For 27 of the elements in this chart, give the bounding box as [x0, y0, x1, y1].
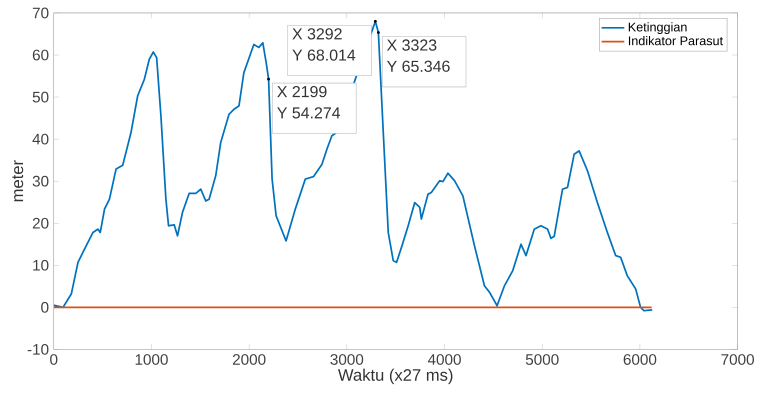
x-tick-label: 3000	[330, 354, 364, 365]
x-tick-label: 1000	[136, 354, 168, 365]
y-tick-label: 10	[33, 260, 48, 271]
y-tick-label: 40	[32, 134, 48, 144]
x-tick-label: 5000	[526, 354, 559, 365]
y-tick-label: -10	[28, 344, 48, 355]
y-tick-label: 0	[41, 302, 48, 313]
y-tick-label: 30	[32, 176, 48, 186]
legend-label: Indikator Parasut	[628, 36, 723, 46]
annotation: X 2199	[277, 86, 327, 98]
y-tick-label: 20	[32, 218, 48, 229]
y-tick-label: 50	[32, 92, 48, 102]
y-tick-label: 60	[32, 50, 48, 60]
legend-label: Ketinggian	[628, 22, 687, 34]
x-tick-label: 4000	[428, 354, 461, 365]
y-tick-label: 70	[32, 7, 48, 18]
x-tick-label: 6000	[624, 354, 656, 365]
annotation: X 3292	[292, 28, 342, 40]
annotation: Y 68.014	[292, 49, 356, 61]
x-tick-label: 0	[50, 354, 58, 365]
annotation: Y 65.346	[386, 60, 450, 72]
annotation: Y 54.274	[277, 107, 340, 118]
y-axis-title: meter	[12, 160, 24, 202]
annotation: X 3323	[386, 39, 436, 51]
x-axis-title: Waktu (x27 ms)	[338, 368, 452, 384]
x-tick-label: 7000	[721, 354, 754, 365]
x-tick-label: 2000	[232, 354, 266, 365]
